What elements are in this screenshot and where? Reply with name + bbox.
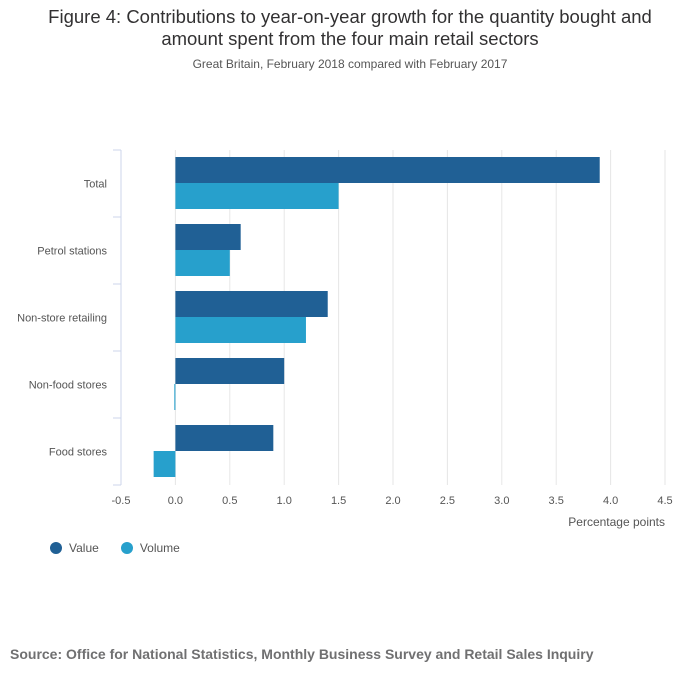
x-tick-label-3: 1.0 bbox=[277, 495, 292, 507]
legend-item-value[interactable]: Value bbox=[50, 541, 99, 555]
legend-item-volume[interactable]: Volume bbox=[120, 541, 180, 555]
bar-chart: Total Petrol stations Non-store retailing N… bbox=[17, 149, 673, 529]
x-tick-label-2: 0.5 bbox=[222, 495, 237, 507]
chart-title-line-1: Figure 4: Contributions to year-on-year … bbox=[48, 6, 652, 27]
legend-label-volume: Volume bbox=[139, 541, 180, 555]
y-tick-label-0: Total bbox=[84, 179, 107, 191]
x-tick-label-4: 1.5 bbox=[331, 495, 346, 507]
bar-volume-4 bbox=[153, 451, 176, 477]
chart-title: Figure 4: Contributions to year-on-year … bbox=[0, 6, 700, 50]
bar-value-3 bbox=[175, 358, 285, 384]
chart-legend: Value Volume bbox=[50, 541, 202, 555]
y-tick-label-2: Non-store retailing bbox=[17, 313, 107, 325]
bar-volume-0 bbox=[175, 183, 339, 209]
bar-value-1 bbox=[175, 224, 241, 250]
x-tick-label-10: 4.5 bbox=[657, 495, 672, 507]
x-tick-label-5: 2.0 bbox=[385, 495, 400, 507]
chart-title-line-2: amount spent from the four main retail s… bbox=[161, 28, 539, 49]
chart-subtitle: Great Britain, February 2018 compared wi… bbox=[192, 57, 508, 71]
legend-swatch-value bbox=[50, 542, 62, 554]
x-tick-label-8: 3.5 bbox=[549, 495, 564, 507]
x-tick-label-0: -0.5 bbox=[112, 495, 131, 507]
x-tick-label-1: 0.0 bbox=[168, 495, 183, 507]
bar-value-4 bbox=[175, 425, 274, 451]
bar-volume-2 bbox=[175, 317, 306, 343]
source-note: Source: Office for National Statistics, … bbox=[10, 646, 594, 662]
legend-label-value: Value bbox=[69, 541, 99, 555]
bar-value-2 bbox=[175, 291, 328, 317]
x-tick-label-9: 4.0 bbox=[603, 495, 618, 507]
bar-volume-3 bbox=[174, 384, 176, 410]
bar-value-0 bbox=[175, 157, 600, 183]
y-tick-label-4: Food stores bbox=[49, 447, 108, 459]
y-tick-label-1: Petrol stations bbox=[37, 246, 107, 258]
legend-swatch-volume bbox=[120, 542, 133, 554]
bar-volume-1 bbox=[175, 250, 230, 276]
x-axis-label: Percentage points bbox=[568, 515, 665, 529]
y-tick-label-3: Non-food stores bbox=[29, 380, 108, 392]
x-tick-label-6: 2.5 bbox=[440, 495, 455, 507]
x-tick-label-7: 3.0 bbox=[494, 495, 509, 507]
